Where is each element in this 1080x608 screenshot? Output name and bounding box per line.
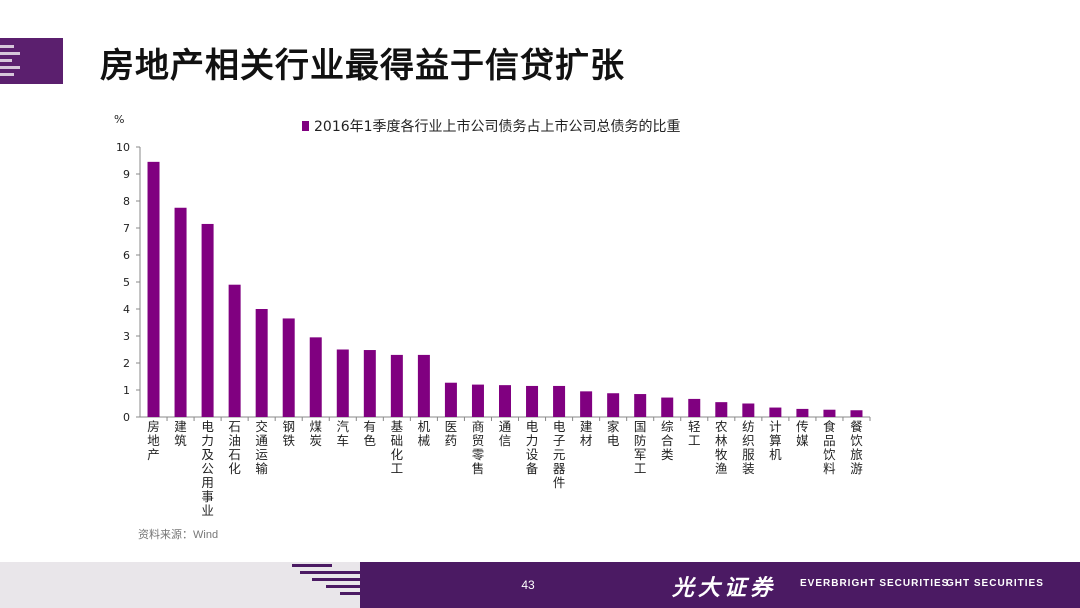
bar [174, 207, 187, 417]
x-tick-label: 家电 [607, 419, 620, 448]
y-tick-label: 4 [123, 303, 130, 316]
footer-bar [0, 562, 1080, 608]
x-tick-label: 电力设备 [526, 419, 539, 476]
bar [444, 382, 457, 417]
x-tick-label: 交通运输 [255, 419, 268, 476]
y-tick-label: 7 [123, 222, 130, 235]
bar [850, 410, 863, 417]
bar [661, 397, 674, 417]
brand-name-en-secondary: GHT SECURITIES [946, 578, 1044, 589]
x-tick-label: 综合类 [661, 419, 674, 462]
y-tick-label: 10 [116, 141, 130, 154]
brand-name-cn: 光大证券 [672, 575, 777, 601]
x-tick-label: 煤炭 [309, 419, 322, 448]
legend-swatch [302, 121, 309, 131]
y-tick-label: 6 [123, 249, 130, 262]
x-tick-label: 汽车 [337, 419, 350, 448]
bar [769, 407, 782, 417]
x-tick-label: 机械 [418, 419, 431, 448]
bar [336, 349, 349, 417]
x-tick-label: 传媒 [796, 419, 809, 448]
x-tick-label: 国防军工 [634, 419, 647, 476]
x-tick-label: 石油石化 [228, 419, 241, 476]
bar [471, 384, 484, 417]
x-tick-label: 通信 [499, 419, 512, 448]
x-tick-label: 电力及公用事业 [201, 419, 214, 518]
y-tick-label: 1 [123, 384, 130, 397]
x-tick-label: 商贸零售 [472, 419, 485, 476]
y-tick-label: 2 [123, 357, 130, 370]
bar [526, 385, 539, 417]
x-tick-label: 建筑 [174, 419, 187, 448]
y-axis-label: % [114, 113, 124, 126]
bar [796, 408, 809, 417]
x-tick-label: 食品饮料 [823, 419, 836, 476]
footer-decoration [0, 562, 360, 608]
bar [823, 409, 836, 417]
bar [634, 394, 647, 417]
bar [255, 309, 268, 417]
bar [201, 223, 214, 417]
page-title: 房地产相关行业最得益于信贷扩张 [100, 46, 625, 86]
y-tick-label: 3 [123, 330, 130, 343]
x-tick-label: 有色 [364, 419, 377, 448]
bar [715, 402, 728, 417]
x-tick-label: 房地产 [147, 419, 160, 462]
bar [553, 385, 566, 417]
y-tick-label: 9 [123, 168, 130, 181]
page-number: 43 [521, 578, 535, 592]
x-tick-label: 医药 [445, 419, 458, 448]
x-tick-label: 餐饮旅游 [850, 419, 863, 476]
bar [147, 161, 160, 417]
x-tick-label: 建材 [580, 419, 593, 448]
bar-chart: 0 1 2 3 4 5 6 7 8 9 10% 2016年1季度各行业上市公司债务占上市公司总债务的比… [114, 113, 871, 518]
x-tick-label: 钢铁 [282, 419, 295, 448]
bar [228, 284, 241, 417]
bar [309, 337, 322, 417]
x-tick-label: 基础化工 [391, 419, 404, 476]
source-note: 资料来源：Wind [138, 529, 219, 541]
bar [742, 403, 755, 417]
brand-logo [0, 38, 63, 84]
bar [688, 398, 701, 417]
legend-label: 2016年1季度各行业上市公司债务占上市公司总债务的比重 [314, 118, 681, 135]
x-tick-label: 计算机 [769, 419, 782, 462]
x-tick-label: 农林牧渔 [715, 419, 728, 476]
bar [390, 354, 403, 417]
x-tick-label: 轻工 [688, 419, 701, 448]
bar [282, 318, 295, 417]
bar [363, 350, 376, 417]
bar [580, 391, 593, 417]
bar [417, 354, 430, 417]
y-tick-label: 8 [123, 195, 130, 208]
brand-name-en: EVERBRIGHT SECURITIES [800, 578, 950, 589]
x-tick-label: 电子元器件 [553, 419, 566, 490]
bar [607, 393, 620, 417]
y-tick-label: 5 [123, 276, 130, 289]
y-tick-label: 0 [123, 411, 130, 424]
x-tick-label: 纺织服装 [742, 419, 755, 476]
bar [499, 385, 511, 417]
